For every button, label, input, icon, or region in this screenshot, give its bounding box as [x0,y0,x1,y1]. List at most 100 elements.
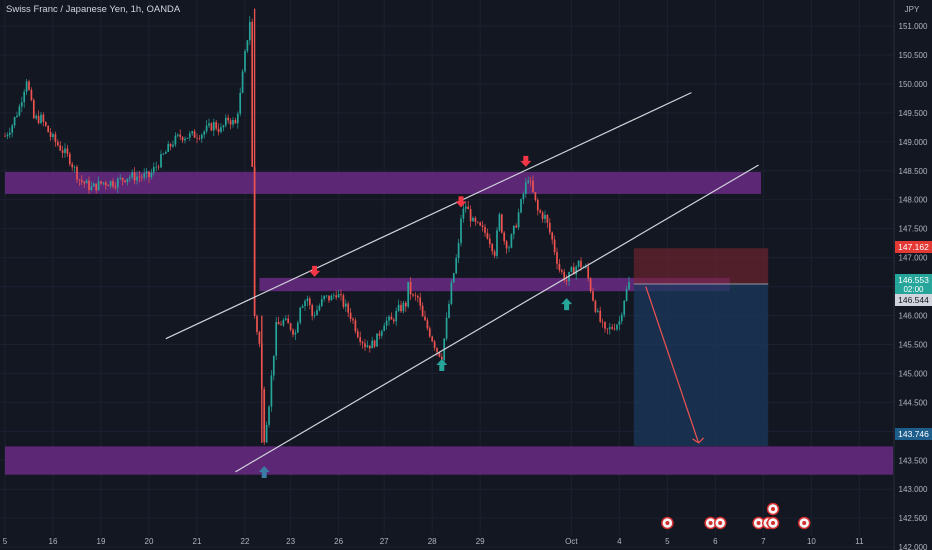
candle-body [527,180,530,183]
candle-body [349,312,352,319]
event-marker-dot [718,521,723,525]
candle-body [128,177,131,179]
candle-body [18,106,21,116]
candle-body [520,199,522,213]
event-marker-dot [708,521,713,525]
candle-body [606,328,609,330]
candle-body [148,171,150,178]
candle-body [577,260,580,267]
candle-body [450,282,453,304]
x-tick-label: 21 [193,537,202,546]
arrow-markers [258,155,573,479]
candle-body [196,137,198,139]
buy-arrow-marker [561,298,573,311]
candle-body [402,302,405,312]
event-marker-dot [771,521,775,525]
candle-body [131,172,134,178]
candle-body [445,317,448,339]
candle-body [73,166,76,168]
candle-body [486,232,489,239]
candle-body [121,177,124,181]
y-tick-label: 150.500 [899,51,928,60]
candle-body [594,300,597,312]
candle-body [580,260,582,268]
x-tick-label: 16 [49,537,58,546]
y-tick-label: 143.500 [899,456,928,465]
candle-body [88,180,90,191]
candle-body [277,321,280,325]
candle-body [548,222,551,233]
candle-body [140,177,143,178]
candle-body [618,321,621,325]
buy-arrow-marker [258,466,270,479]
candle-body [124,180,126,183]
candle-body [76,166,78,180]
target-bottom-price-tag: 143.746 [895,428,932,440]
candle-body [176,134,179,136]
candle-body [431,336,434,342]
sr-zone [259,277,730,292]
candle-body [340,294,342,296]
candle-body [589,278,592,292]
candle-body [272,355,275,376]
event-marker-dot [771,507,775,511]
candle-body [512,225,515,235]
candle-body [592,291,594,301]
candle-body [186,137,189,139]
candle-body [299,307,302,323]
candle-body [44,121,47,126]
time-axis[interactable]: 5 16 19 20 21 22 23 26 27 28 29 Oct 4 5 6 7 10 11 [3,537,864,546]
candle-body [378,333,381,336]
candle-body [373,340,376,347]
candle-body [330,295,333,301]
candle-body [239,92,242,114]
candle-body [335,295,338,298]
candle-body [40,114,42,124]
y-tick-label: 142.000 [899,543,928,550]
candle-body [227,117,230,121]
candle-body [407,281,410,307]
x-tick-label: 26 [334,537,343,546]
candle-body [515,225,518,228]
candle-body [83,181,86,184]
candle-body [544,214,546,219]
event-markers[interactable] [661,502,811,530]
candle-body [596,310,599,312]
y-tick-label: 149.500 [899,109,928,118]
candle-body [292,329,294,335]
channel-lines[interactable] [165,92,759,473]
candle-body [436,347,438,352]
candle-body [416,296,419,298]
candle-body [572,267,575,275]
candle-body [395,310,398,322]
candle-body [328,295,330,301]
y-tick-label: 150.000 [899,80,928,89]
candle-body [541,212,544,219]
candle-body [570,267,573,272]
candle-body [224,117,227,126]
candle-body [143,173,146,178]
candle-body [68,153,71,165]
candle-body [35,115,38,119]
candle-body [200,134,203,139]
candle-body [565,280,568,282]
candle-body [150,172,153,178]
channel-line [165,92,692,340]
candle-body [359,337,362,342]
currency-label: JPY [905,5,920,14]
candle-body [467,206,470,210]
current-price-tag: 146.553 02:00 [895,274,932,295]
candle-body [524,182,527,194]
y-tick-label: 148.500 [899,167,928,176]
candle-body [620,314,623,322]
candle-body [109,181,112,187]
candle-body [539,210,542,213]
candle-body [217,128,220,132]
x-tick-label: 7 [761,537,766,546]
candle-body [464,206,467,209]
candle-body [37,115,40,124]
short-position-tool[interactable] [633,248,769,447]
candle-body [558,263,561,271]
x-tick-label: 23 [286,537,295,546]
